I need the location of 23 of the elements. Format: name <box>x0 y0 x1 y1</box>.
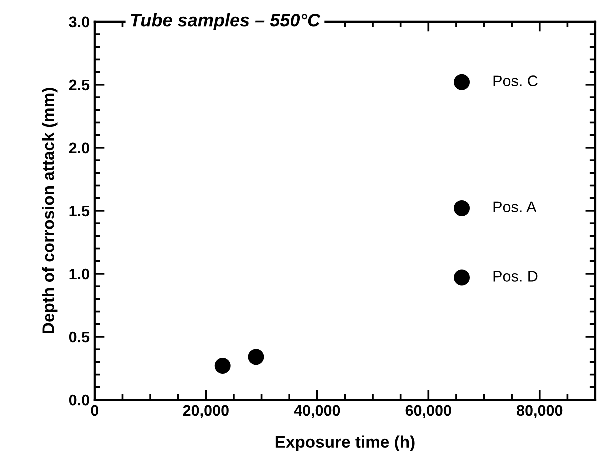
point <box>454 270 470 286</box>
x-tick-label: 60,000 <box>406 405 452 418</box>
y-tick-label: 0.5 <box>69 332 90 343</box>
x-tick-label: 20,000 <box>183 405 229 418</box>
y-tick-label: 1.5 <box>70 206 90 217</box>
point <box>214 358 231 374</box>
x-tick-label: 0 <box>91 405 99 416</box>
point <box>454 74 470 90</box>
y-axis-title: Depth of corrosion attack (mm) <box>42 88 58 334</box>
y-tick-label: 2.5 <box>69 80 90 91</box>
x-axis-title: Exposure time (h) <box>276 436 415 452</box>
data-label: Pos. D <box>494 271 538 282</box>
point <box>248 349 264 366</box>
chart-title: Tube samples – 550°C <box>131 13 321 30</box>
x-tick-label: 40,000 <box>294 405 340 418</box>
y-tick-label: 2.0 <box>69 142 90 154</box>
data-label: Pos. C <box>494 76 538 86</box>
y-tick-label: 1.0 <box>70 268 90 280</box>
y-tick-label: 0.0 <box>69 394 90 406</box>
x-tick-label: 80,000 <box>517 405 563 418</box>
point <box>454 200 470 216</box>
y-tick-label: 3.0 <box>69 16 90 28</box>
data-label: Pos. A <box>494 202 537 213</box>
